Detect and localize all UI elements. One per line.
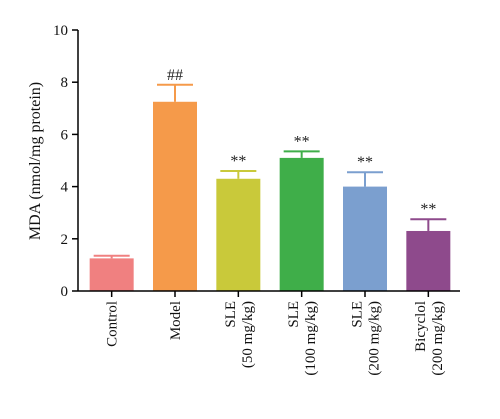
x-category-label: SLE xyxy=(223,301,239,328)
bar xyxy=(279,157,324,291)
bar xyxy=(406,230,451,291)
significance-label: ** xyxy=(420,201,436,218)
x-category-label: Control xyxy=(105,301,121,347)
significance-label: ** xyxy=(357,154,373,171)
y-tick-label: 0 xyxy=(61,284,69,300)
y-tick-label: 6 xyxy=(61,127,69,143)
bar xyxy=(343,186,387,291)
y-tick-label: 2 xyxy=(61,232,69,248)
bars: ## ** ** ** ** xyxy=(89,67,451,292)
x-category-label: (50 mg/kg) xyxy=(240,301,256,368)
x-category-label: Model xyxy=(168,301,184,340)
bar-group xyxy=(89,254,134,291)
bar-group: ** xyxy=(216,153,261,291)
bar-group: ## xyxy=(153,67,197,292)
bar-group: ** xyxy=(406,201,451,291)
y-axis-title: MDA (nmol/mg protein) xyxy=(27,82,44,240)
y-axis: 0 2 4 6 8 10 xyxy=(53,23,79,300)
significance-label: ** xyxy=(294,133,310,150)
bar xyxy=(89,258,134,291)
x-category-label: (100 mg/kg) xyxy=(303,301,319,376)
bar-group: ** xyxy=(343,154,387,291)
x-category-label: (200 mg/kg) xyxy=(430,301,446,376)
y-tick-label: 4 xyxy=(61,180,69,196)
x-category-label: SLE xyxy=(350,301,366,328)
bar xyxy=(153,101,197,292)
bar xyxy=(216,178,261,291)
x-axis: Control Model SLE (50 mg/kg) SLE (100 mg/kg) S… xyxy=(78,290,460,376)
y-tick-label: 8 xyxy=(61,75,69,91)
x-category-label: SLE xyxy=(286,301,302,328)
x-category-label: Bicyclol xyxy=(413,301,429,352)
significance-label: ** xyxy=(230,153,246,170)
significance-label: ## xyxy=(167,67,183,84)
y-tick-label: 10 xyxy=(53,23,68,39)
bar-group: ** xyxy=(279,133,324,291)
x-category-label: (200 mg/kg) xyxy=(367,301,383,376)
